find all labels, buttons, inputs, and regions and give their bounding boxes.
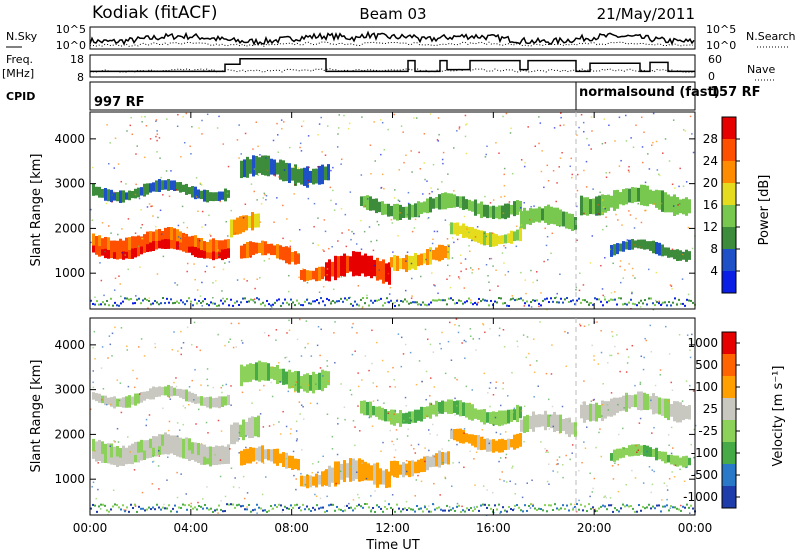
colorbar-tick-label: 16 — [703, 198, 718, 212]
time-tick-label: 00:00 — [678, 521, 713, 535]
power-panel: 1000 2000 3000 4000 Slant Range [km] 4 8 12 16… — [29, 111, 772, 311]
colorbar-tick-label: 500 — [695, 358, 718, 372]
station-title: Kodiak (fitACF) — [92, 3, 218, 23]
range-tick-label: 3000 — [54, 177, 85, 191]
nsearch-tick-bottom: 10^0 — [706, 39, 736, 52]
nsky-line — [89, 30, 695, 46]
colorbar-tick-label: -100 — [691, 446, 718, 460]
beam-title: Beam 03 — [359, 5, 426, 23]
cpid-right-name: normalsound (fast) — [579, 85, 720, 100]
freq-tick-top: 18 — [70, 53, 84, 66]
power-ylabel: Slant Range [km] — [29, 154, 44, 267]
nsearch-line — [89, 41, 694, 48]
date-title: 21/May/2011 — [597, 5, 695, 23]
time-tick-label: 08:00 — [274, 521, 309, 535]
nsky-tick-top: 10^5 — [56, 23, 86, 36]
freq-label: Freq. — [6, 53, 33, 66]
power-colorbar: 4 8 12 16 20 24 28 — [703, 116, 740, 294]
nave-tick-top: 60 — [708, 53, 722, 66]
colorbar-tick-label: -25 — [698, 424, 718, 438]
colorbar-swatch — [722, 117, 736, 140]
freq-unit: [MHz] — [2, 67, 34, 80]
colorbar-tick-label: 1000 — [687, 336, 718, 350]
time-axis: 00:00 04:00 08:00 12:00 16:00 20:00 00:00 — [73, 112, 713, 535]
colorbar-swatch — [722, 183, 736, 206]
time-axis-label: Time UT — [365, 538, 419, 553]
power-data — [90, 112, 696, 311]
cpid-strip: CPID 997 RF normalsound (fast) 157 RF — [6, 81, 761, 111]
range-tick-label: 1000 — [54, 472, 85, 486]
nave-line — [89, 68, 694, 73]
time-tick-label: 12:00 — [375, 521, 410, 535]
colorbar-tick-label: 24 — [703, 154, 718, 168]
colorbar-tick-label: -500 — [691, 468, 718, 482]
velocity-data — [90, 318, 697, 517]
velocity-colorbar-label: Velocity [m s⁻¹] — [771, 366, 786, 467]
velocity-ylabel: Slant Range [km] — [29, 360, 44, 473]
range-tick-label: 1000 — [54, 266, 85, 280]
cpid-label: CPID — [6, 90, 35, 103]
colorbar-swatch — [722, 271, 736, 294]
time-tick-label: 00:00 — [73, 521, 108, 535]
power-y-ticks: 1000 2000 3000 4000 — [54, 132, 695, 280]
range-tick-label: 3000 — [54, 383, 85, 397]
cpid-left-value: 997 RF — [94, 95, 145, 110]
range-tick-label: 2000 — [54, 427, 85, 441]
colorbar-swatch — [722, 205, 736, 228]
freq-line — [90, 58, 695, 73]
colorbar-tick-label: 20 — [703, 176, 718, 190]
nave-label: Nave — [747, 63, 775, 76]
colorbar-tick-label: 8 — [710, 242, 718, 256]
nsearch-tick-top: 10^5 — [706, 23, 736, 36]
colorbar-swatch — [722, 139, 736, 162]
time-tick-label: 20:00 — [577, 521, 612, 535]
colorbar-swatch — [722, 376, 736, 399]
time-tick-label: 16:00 — [476, 521, 511, 535]
colorbar-swatch — [722, 249, 736, 272]
colorbar-tick-label: 4 — [710, 264, 718, 278]
colorbar-swatch — [722, 420, 736, 443]
colorbar-swatch — [722, 486, 736, 509]
freq-tick-bottom: 8 — [77, 71, 84, 84]
colorbar-swatch — [722, 332, 736, 355]
colorbar-swatch — [722, 354, 736, 377]
range-tick-label: 4000 — [54, 338, 85, 352]
colorbar-swatch — [722, 398, 736, 421]
colorbar-tick-label: 25 — [703, 402, 718, 416]
velocity-y-ticks: 1000 2000 3000 4000 — [54, 338, 695, 486]
colorbar-tick-label: -1000 — [683, 490, 718, 504]
velocity-panel: 1000 2000 3000 4000 Slant Range [km] 1000 50… — [29, 317, 786, 517]
nsky-label: N.Sky — [6, 30, 38, 43]
colorbar-swatch — [722, 227, 736, 250]
freq-strip: Freq. [MHz] 18 8 60 0 Nave — [2, 53, 776, 84]
range-tick-label: 2000 — [54, 221, 85, 235]
cpid-right-value: 157 RF — [710, 85, 761, 100]
power-colorbar-label: Power [dB] — [757, 175, 772, 246]
colorbar-swatch — [722, 442, 736, 465]
nsearch-label: N.Search — [746, 30, 796, 43]
range-tick-label: 4000 — [54, 132, 85, 146]
nsky-strip: N.Sky 10^5 10^0 10^5 10^0 N.Search — [6, 23, 796, 52]
colorbar-tick-label: 28 — [703, 132, 718, 146]
colorbar-tick-label: 12 — [703, 220, 718, 234]
colorbar-tick-label: 100 — [695, 380, 718, 394]
time-tick-label: 04:00 — [174, 521, 209, 535]
nave-tick-bottom: 0 — [708, 70, 715, 83]
velocity-colorbar: 1000 500 100 25 -25 -100 -500 -1000 — [683, 331, 740, 509]
colorbar-swatch — [722, 464, 736, 487]
colorbar-swatch — [722, 161, 736, 184]
nsky-tick-bottom: 10^0 — [56, 39, 86, 52]
